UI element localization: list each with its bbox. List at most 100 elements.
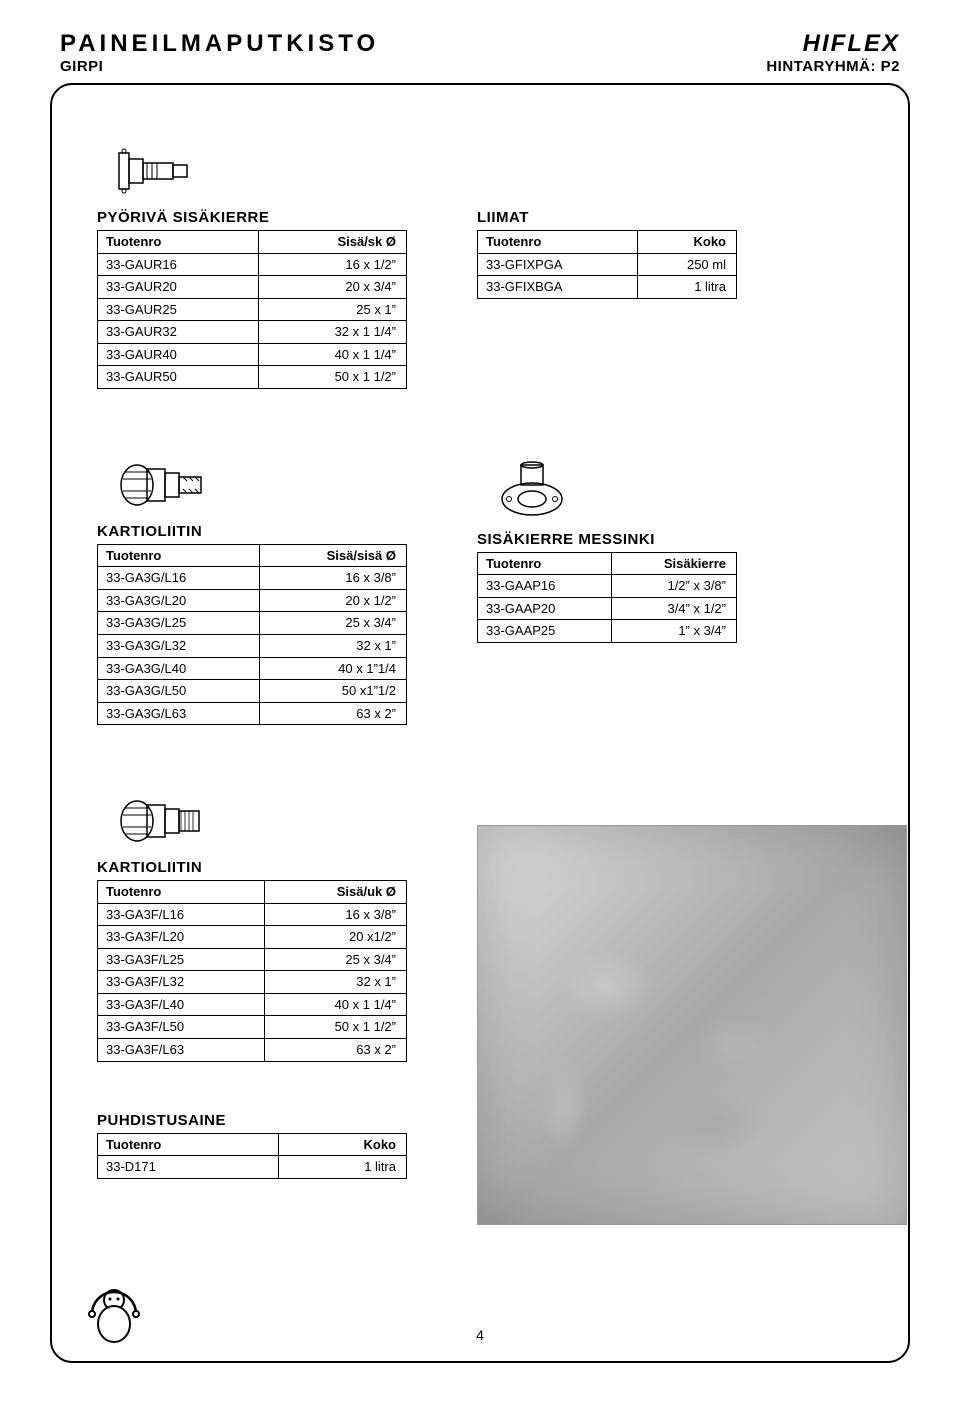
table-row: 33-GAUR3232 x 1 1/4” (98, 321, 407, 344)
table6: Tuotenro Koko 33-D1711 litra (97, 1133, 407, 1179)
cell: 20 x 1/2” (259, 589, 406, 612)
cell: 33-D171 (98, 1156, 279, 1179)
table2-col1: Tuotenro (478, 231, 638, 254)
table-row: 33-GAUR5050 x 1 1/2” (98, 366, 407, 389)
cell: 25 x 3/4” (259, 612, 406, 635)
cell: 33-GA3G/L20 (98, 589, 260, 612)
table-row: 33-GA3G/L1616 x 3/8” (98, 567, 407, 590)
cell: 33-GFIXBGA (478, 276, 638, 299)
cell: 33-GA3F/L16 (98, 903, 265, 926)
cell: 32 x 1” (265, 971, 407, 994)
table5-title: KARTIOLIITIN (97, 859, 407, 876)
cell: 33-GAUR25 (98, 298, 259, 321)
cell: 20 x1/2” (265, 926, 407, 949)
cell: 25 x 3/4” (265, 948, 407, 971)
cell: 1 litra (637, 276, 736, 299)
cell: 16 x 3/8” (259, 567, 406, 590)
brand-name: HIFLEX (766, 30, 900, 58)
table2-title: LIIMAT (477, 209, 737, 226)
cell: 33-GAAP25 (478, 620, 612, 643)
table-row: 33-GAAP203/4” x 1/2” (478, 597, 737, 620)
cell: 33-GA3F/L63 (98, 1039, 265, 1062)
cell: 33-GA3F/L20 (98, 926, 265, 949)
cell: 40 x 1”1/4 (259, 657, 406, 680)
cell: 33-GAUR50 (98, 366, 259, 389)
cell: 33-GAAP20 (478, 597, 612, 620)
table-row: 33-GA3G/L2020 x 1/2” (98, 589, 407, 612)
table1: Tuotenro Sisä/sk Ø 33-GAUR1616 x 1/2”33-… (97, 230, 407, 389)
page-number: 4 (476, 1327, 484, 1343)
cell: 33-GA3F/L32 (98, 971, 265, 994)
rotating-fitting-icon (117, 145, 407, 197)
table-row: 33-GA3G/L3232 x 1” (98, 635, 407, 658)
table-row: 33-GFIXBGA1 litra (478, 276, 737, 299)
table4-col1: Tuotenro (478, 552, 612, 575)
table1-col1: Tuotenro (98, 231, 259, 254)
cell: 33-GA3G/L32 (98, 635, 260, 658)
table3-col2: Sisä/sisä Ø (259, 544, 406, 567)
table-row: 33-GA3F/L1616 x 3/8” (98, 903, 407, 926)
cell: 50 x 1 1/2” (265, 1016, 407, 1039)
table5-col1: Tuotenro (98, 881, 265, 904)
table3: Tuotenro Sisä/sisä Ø 33-GA3G/L1616 x 3/8… (97, 544, 407, 725)
cell: 33-GFIXPGA (478, 253, 638, 276)
table1-col2: Sisä/sk Ø (259, 231, 407, 254)
table-row: 33-GA3G/L6363 x 2” (98, 702, 407, 725)
table3-title: KARTIOLIITIN (97, 523, 407, 540)
table6-title: PUHDISTUSAINE (97, 1112, 407, 1129)
table-row: 33-GAUR2020 x 3/4” (98, 276, 407, 299)
table-row: 33-GFIXPGA250 ml (478, 253, 737, 276)
product-photo (477, 825, 907, 1225)
cell: 16 x 1/2” (259, 253, 407, 276)
table3-col1: Tuotenro (98, 544, 260, 567)
table-row: 33-GA3G/L2525 x 3/4” (98, 612, 407, 635)
table-row: 33-GA3F/L2525 x 3/4” (98, 948, 407, 971)
cell: 40 x 1 1/4” (265, 993, 407, 1016)
cell: 50 x 1 1/2” (259, 366, 407, 389)
table4-col2: Sisäkierre (611, 552, 736, 575)
cell: 40 x 1 1/4” (259, 343, 407, 366)
cell: 33-GAUR32 (98, 321, 259, 344)
table-row: 33-GA3G/L4040 x 1”1/4 (98, 657, 407, 680)
table-row: 33-GA3F/L2020 x1/2” (98, 926, 407, 949)
table-row: 33-GAUR4040 x 1 1/4” (98, 343, 407, 366)
table-row: 33-GAUR2525 x 1” (98, 298, 407, 321)
cell: 1/2” x 3/8” (611, 575, 736, 598)
cell: 33-GAUR16 (98, 253, 259, 276)
cone-fitting-icon (117, 459, 407, 511)
table-row: 33-D1711 litra (98, 1156, 407, 1179)
cell: 33-GA3F/L25 (98, 948, 265, 971)
cell: 33-GA3G/L50 (98, 680, 260, 703)
cell: 33-GAUR40 (98, 343, 259, 366)
cell: 33-GA3F/L50 (98, 1016, 265, 1039)
cell: 32 x 1 1/4” (259, 321, 407, 344)
cell: 1 litra (278, 1156, 406, 1179)
table2-col2: Koko (637, 231, 736, 254)
cell: 33-GA3G/L40 (98, 657, 260, 680)
cell: 32 x 1” (259, 635, 406, 658)
cell: 250 ml (637, 253, 736, 276)
cell: 1” x 3/4” (611, 620, 736, 643)
cell: 25 x 1” (259, 298, 407, 321)
cone-fitting2-icon (117, 795, 407, 847)
table-row: 33-GA3F/L5050 x 1 1/2” (98, 1016, 407, 1039)
cell: 3/4” x 1/2” (611, 597, 736, 620)
table-row: 33-GAAP161/2” x 3/8” (478, 575, 737, 598)
table-row: 33-GAAP251” x 3/4” (478, 620, 737, 643)
table-row: 33-GA3F/L6363 x 2” (98, 1039, 407, 1062)
cell: 33-GA3G/L25 (98, 612, 260, 635)
cell: 20 x 3/4” (259, 276, 407, 299)
table6-col2: Koko (278, 1133, 406, 1156)
table6-col1: Tuotenro (98, 1133, 279, 1156)
table-row: 33-GA3F/L4040 x 1 1/4” (98, 993, 407, 1016)
table4-title: SISÄKIERRE MESSINKI (477, 531, 737, 548)
cell: 50 x1”1/2 (259, 680, 406, 703)
table1-title: PYÖRIVÄ SISÄKIERRE (97, 209, 407, 226)
table-row: 33-GAUR1616 x 1/2” (98, 253, 407, 276)
brass-insert-icon (497, 459, 737, 519)
table5: Tuotenro Sisä/uk Ø 33-GA3F/L1616 x 3/8”3… (97, 880, 407, 1061)
table-row: 33-GA3G/L5050 x1”1/2 (98, 680, 407, 703)
cell: 33-GA3G/L16 (98, 567, 260, 590)
cell: 16 x 3/8” (265, 903, 407, 926)
page-title: PAINEILMAPUTKISTO (60, 30, 379, 58)
